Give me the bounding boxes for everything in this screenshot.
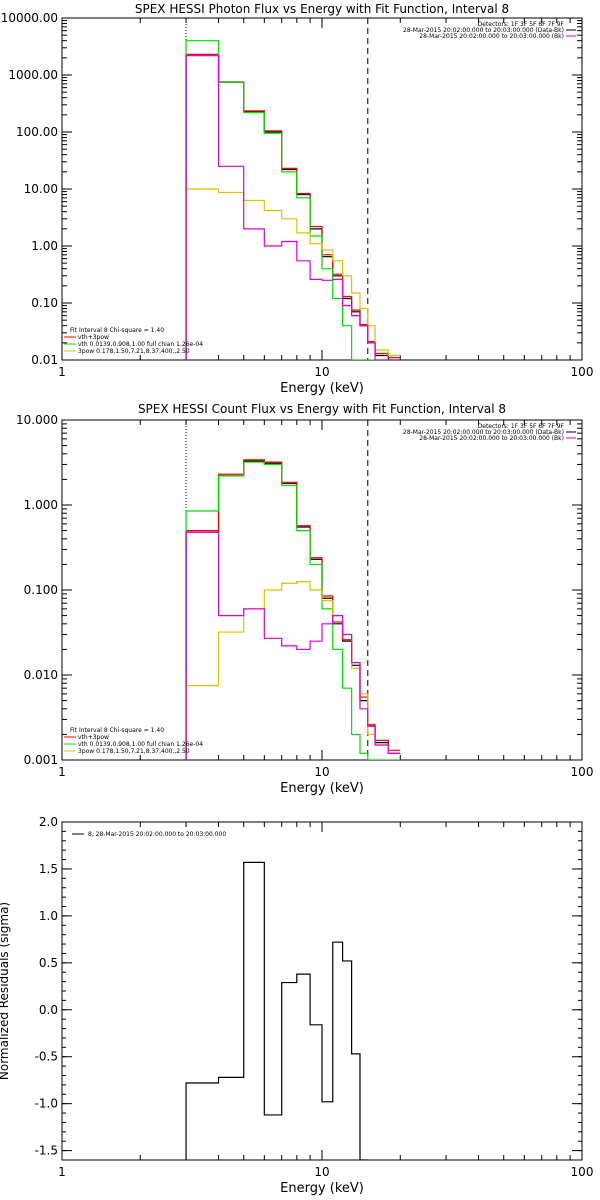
y-tick-label: 0.0 xyxy=(39,1003,58,1017)
y-axis-label: Normalized Residuals (sigma) xyxy=(0,902,11,1080)
x-tick-label: 100 xyxy=(571,1165,594,1179)
y-tick-label: 100.00 xyxy=(16,125,58,139)
chart-panel-1: SPEX HESSI Photon Flux vs Energy with Fi… xyxy=(1,2,594,396)
legend-left-entry: 3pow 0.178,1.50,7.21,8.37,400.,2.50 xyxy=(78,748,190,755)
chart-title: SPEX HESSI Count Flux vs Energy with Fit… xyxy=(138,402,506,416)
y-tick-label: 1.0 xyxy=(39,909,58,923)
y-tick-label: 0.10 xyxy=(31,296,58,310)
legend-left-entry: Fit Interval 8 Chi-square = 1.40 xyxy=(70,327,164,334)
axis-frame xyxy=(61,17,583,361)
x-axis-label: Energy (keV) xyxy=(280,1181,364,1196)
x-tick-label: 10 xyxy=(314,1165,329,1179)
legend-left-entry: vth+3pow xyxy=(78,734,109,741)
y-tick-label: 2.0 xyxy=(39,815,58,829)
legend-left-entry: vth 0.0139,0.908,1.00 full chian 1.26e-0… xyxy=(78,341,203,348)
y-tick-label: -1.0 xyxy=(35,1097,58,1111)
y-tick-label: 0.100 xyxy=(24,583,58,597)
x-axis-label: Energy (keV) xyxy=(280,381,364,396)
x-tick-label: 1 xyxy=(58,765,66,779)
axis-frame xyxy=(61,821,583,1161)
y-tick-label: -0.5 xyxy=(35,1050,58,1064)
y-tick-label: 10.00 xyxy=(24,182,58,196)
series-4-histogram xyxy=(185,54,401,360)
legend-left-entry: vth 0.0139,0.908,1.00 full chian 1.26e-0… xyxy=(78,741,203,748)
legend-right-entry: Detectors: 1F 3F 5F 6F 7F 9F xyxy=(478,423,565,430)
legend-right-entry: 28-Mar-2015 20:02:00.000 to 20:03:00.000… xyxy=(419,435,564,442)
legend-right-entry: Detectors: 1F 3F 5F 6F 7F 9F xyxy=(478,21,565,28)
chart-panel-2: SPEX HESSI Count Flux vs Energy with Fit… xyxy=(16,402,593,796)
x-tick-label: 10 xyxy=(314,765,329,779)
series-0-histogram xyxy=(185,861,368,1160)
y-tick-label: 1.00 xyxy=(31,239,58,253)
x-tick-label: 100 xyxy=(571,765,594,779)
series-4-histogram xyxy=(185,531,401,760)
legend-right-entry: 28-Mar-2015 20:02:00.000 to 20:03:00.000… xyxy=(403,27,564,34)
x-tick-label: 1 xyxy=(58,365,66,379)
legend-right-entry: 28-Mar-2015 20:02:00.000 to 20:03:00.000… xyxy=(419,33,564,40)
chart-title: SPEX HESSI Photon Flux vs Energy with Fi… xyxy=(135,2,509,16)
y-tick-label: 0.001 xyxy=(24,753,58,767)
series-2-histogram xyxy=(185,461,401,760)
y-tick-label: 1.000 xyxy=(24,498,58,512)
legend-left-entry: 8, 28-Mar-2015 20:02:00.000 to 20:03:00.… xyxy=(88,831,226,838)
y-tick-label: 0.01 xyxy=(31,353,58,367)
x-tick-label: 100 xyxy=(571,365,594,379)
y-tick-label: -1.5 xyxy=(35,1144,58,1158)
legend-left-entry: Fit Interval 8 Chi-square = 1.40 xyxy=(70,727,164,734)
y-tick-label: 1000.00 xyxy=(8,68,58,82)
legend-left-entry: 3pow 0.178,1.50,7.21,8.37,400.,2.50 xyxy=(78,348,190,355)
y-tick-label: 10000.00 xyxy=(1,11,58,25)
legend-left-entry: vth+3pow xyxy=(78,334,109,341)
x-tick-label: 1 xyxy=(58,1165,66,1179)
legend-right-entry: 28-Mar-2015 20:02:00.000 to 20:03:00.000… xyxy=(403,429,564,436)
y-tick-label: 0.010 xyxy=(24,668,58,682)
chart-panel-3: 1 10 100 Energy (keV) -1.5 -1.0 -0.5 0.0 0.5 1.0 1… xyxy=(0,815,593,1196)
y-tick-label: 0.5 xyxy=(39,956,58,970)
y-tick-label: 1.5 xyxy=(39,862,58,876)
x-axis-label: Energy (keV) xyxy=(280,781,364,796)
y-tick-label: 10.000 xyxy=(16,413,58,427)
x-tick-label: 10 xyxy=(314,365,329,379)
